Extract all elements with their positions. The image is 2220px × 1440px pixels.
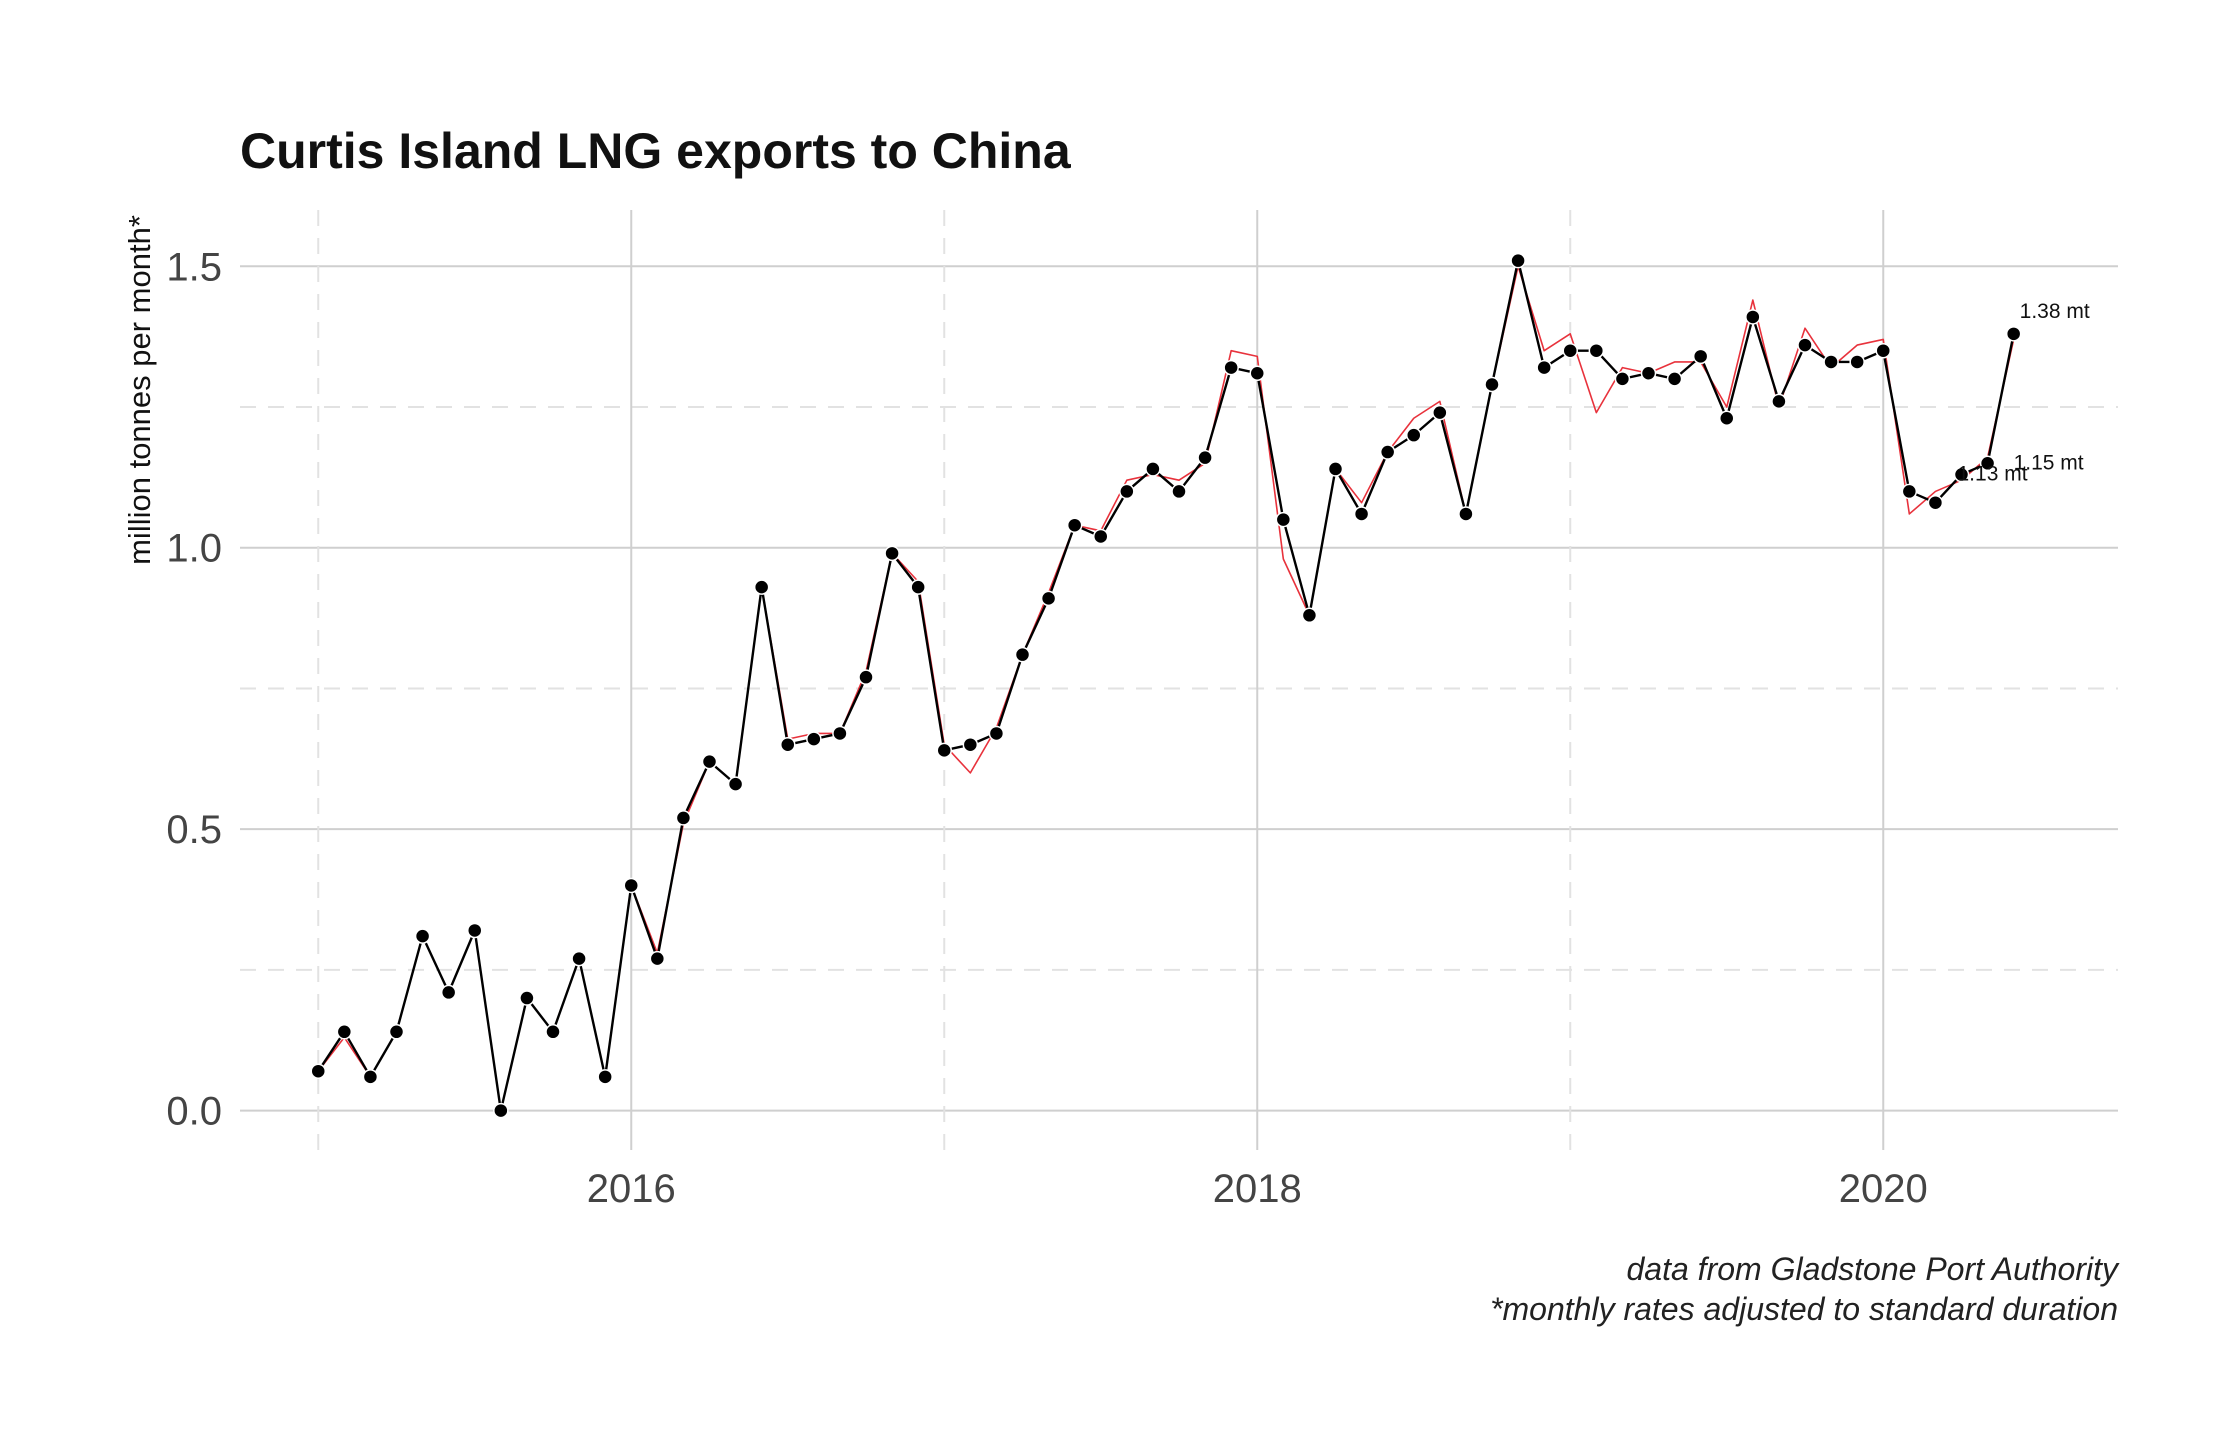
value-annotation: 1.38 mt: [2020, 300, 2090, 323]
data-point: [1249, 365, 1265, 381]
data-point: [414, 928, 431, 944]
data-points: [310, 252, 2022, 1119]
data-point: [1327, 461, 1344, 477]
data-point: [1066, 517, 1083, 533]
data-point: [519, 990, 535, 1006]
data-point: [1797, 337, 1813, 353]
data-point: [1093, 528, 1109, 545]
data-point: [1927, 494, 1944, 511]
data-point: [493, 1102, 509, 1119]
data-point: [467, 922, 483, 939]
data-point: [545, 1024, 561, 1040]
data-point: [884, 545, 900, 562]
data-point: [962, 736, 979, 753]
data-point: [336, 1024, 353, 1040]
data-point: [1432, 404, 1448, 421]
caption-footnote: *monthly rates adjusted to standard dura…: [1490, 1291, 2118, 1327]
data-point: [1823, 354, 1839, 370]
x-tick-label: 2020: [1839, 1167, 1928, 1211]
data-point: [1145, 461, 1161, 477]
y-tick-label: 0.5: [166, 808, 222, 852]
data-point: [362, 1069, 379, 1085]
y-tick-label: 1.5: [166, 245, 222, 289]
caption-source: data from Gladstone Port Authority: [1627, 1251, 2121, 1287]
data-point: [936, 742, 952, 759]
data-point: [806, 731, 822, 747]
value-annotation: 1.13 mt: [1958, 463, 2028, 486]
data-point: [1562, 342, 1578, 359]
grid: [240, 210, 2118, 1150]
data-point: [1875, 342, 1891, 359]
data-point: [858, 669, 874, 685]
data-point: [988, 725, 1005, 742]
series-lines: [317, 259, 2015, 1112]
x-tick-label: 2016: [587, 1167, 676, 1211]
data-point: [1119, 483, 1135, 500]
data-point: [623, 877, 639, 894]
data-point: [1510, 252, 1526, 269]
data-point: [1458, 506, 1474, 522]
data-point: [832, 725, 848, 742]
data-point: [753, 579, 770, 595]
data-point: [597, 1069, 613, 1085]
y-tick-label: 0.0: [166, 1090, 222, 1134]
data-point: [780, 736, 796, 753]
data-point: [1588, 342, 1605, 359]
data-point: [2005, 326, 2022, 342]
data-point: [310, 1063, 326, 1079]
x-tick-label: 2018: [1213, 1167, 1302, 1211]
data-point: [1536, 359, 1552, 376]
data-point: [388, 1024, 405, 1040]
data-point: [1301, 607, 1318, 624]
data-point: [1014, 646, 1031, 663]
data-point: [1379, 444, 1396, 460]
data-point: [1484, 376, 1500, 393]
data-point: [440, 984, 457, 1001]
data-point: [571, 950, 587, 967]
y-axis-label: million tonnes per month*: [122, 215, 157, 565]
data-point: [1719, 410, 1735, 427]
data-point: [910, 579, 926, 595]
data-point: [1901, 483, 1918, 500]
data-point: [1197, 449, 1213, 466]
reported-series-line: [317, 259, 2015, 1112]
data-point: [1771, 393, 1787, 410]
data-point: [1640, 365, 1657, 381]
data-point: [1666, 371, 1683, 387]
value-annotation: 1.15 mt: [2014, 451, 2084, 474]
data-point: [701, 753, 718, 770]
data-point: [1979, 455, 1996, 472]
data-point: [1223, 359, 1239, 376]
data-point: [675, 810, 692, 826]
x-axis-tick-labels: 2016 2018 2020: [587, 1167, 1928, 1211]
data-point: [1692, 348, 1709, 365]
data-point: [1275, 511, 1292, 528]
data-point: [1745, 309, 1761, 325]
chart-title: Curtis Island LNG exports to China: [240, 123, 1072, 179]
data-point: [727, 776, 744, 792]
data-point: [1849, 354, 1865, 370]
y-tick-label: 1.0: [166, 527, 222, 571]
annotations: 1.38 mt 1.15 mt1.13 mt: [1958, 300, 2090, 486]
y-axis-tick-labels: 0.0 0.5 1.0 1.5: [166, 245, 222, 1133]
data-point: [1614, 371, 1631, 387]
data-point: [1353, 506, 1370, 522]
data-point: [1406, 427, 1422, 443]
data-point: [1171, 483, 1187, 500]
data-point: [1953, 466, 1970, 483]
data-point: [1040, 590, 1057, 607]
data-point: [649, 950, 666, 967]
